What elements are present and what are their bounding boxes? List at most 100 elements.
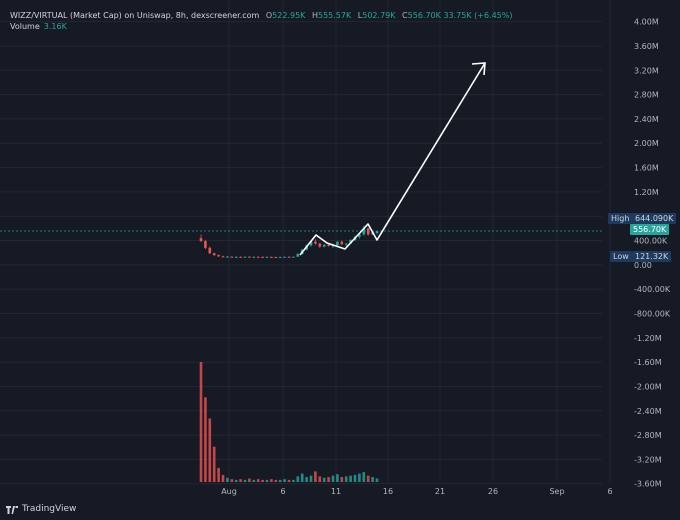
- candle-body: [270, 256, 273, 258]
- candle-body: [243, 256, 247, 258]
- volume-bar: [243, 479, 247, 482]
- candle-body: [226, 256, 229, 258]
- close-label: C: [402, 11, 408, 20]
- y-tick-label: -2.00M: [634, 382, 662, 391]
- volume-bar: [331, 475, 335, 482]
- open-label: O: [265, 11, 273, 20]
- candle-body: [208, 247, 212, 254]
- volume-bar: [375, 478, 379, 482]
- candle-body: [375, 231, 379, 234]
- y-tick-label: -1.60M: [634, 358, 662, 367]
- volume-bar: [353, 474, 357, 482]
- y-tick-label: -3.60M: [634, 480, 662, 489]
- candle-body: [248, 256, 251, 258]
- volume-bar: [265, 479, 269, 482]
- candle-body: [221, 256, 225, 258]
- x-tick-label: 21: [435, 487, 445, 496]
- candle-body: [234, 256, 238, 258]
- candle-body: [199, 238, 203, 242]
- y-tick-label: 4.00M: [634, 18, 659, 27]
- volume-bar: [292, 479, 295, 482]
- volume-bar: [305, 477, 308, 482]
- candle-body: [278, 256, 282, 258]
- high-label: H: [311, 11, 318, 20]
- footer: TradingView: [0, 500, 680, 520]
- x-tick-label: 26: [488, 487, 498, 496]
- y-tick-label: -2.80M: [634, 431, 662, 440]
- candle-body: [283, 256, 286, 258]
- volume-bar: [283, 479, 286, 482]
- volume-bar: [239, 479, 242, 482]
- change-value: 33.75K (+6.45%): [443, 11, 513, 20]
- volume-bar: [314, 471, 317, 482]
- candle-body: [336, 241, 339, 246]
- trend-arrow: [299, 62, 486, 256]
- footer-brand[interactable]: TradingView: [22, 504, 77, 514]
- volume-bar: [287, 479, 291, 482]
- y-tick-label: -800.00K: [634, 309, 671, 318]
- candle-body: [362, 228, 366, 235]
- volume-bar: [358, 473, 361, 482]
- y-tick-label: 2.80M: [634, 91, 659, 100]
- y-tick-label: 3.60M: [634, 42, 659, 51]
- current-price-tag: 556.70K: [630, 224, 670, 235]
- volume-bar: [362, 472, 366, 482]
- volume-bar: [234, 479, 238, 482]
- x-tick-label: 16: [383, 487, 393, 496]
- volume-bar: [199, 362, 203, 482]
- candle-body: [318, 243, 322, 247]
- candle-body: [252, 256, 256, 258]
- low-tag-value: 121.32K: [632, 251, 672, 262]
- candle-body: [344, 243, 348, 245]
- x-tick-label: Aug: [221, 487, 237, 496]
- volume-bar: [371, 477, 374, 482]
- high-tag-label: High: [608, 213, 633, 224]
- y-tick-label: 1.60M: [634, 164, 659, 173]
- low-label: L: [357, 11, 363, 20]
- y-tick-label: 1.20M: [634, 188, 659, 197]
- volume-bar: [366, 475, 370, 482]
- volume-bar: [252, 479, 256, 482]
- candle-body: [322, 244, 326, 247]
- x-tick-label: 11: [331, 487, 341, 496]
- y-tick-label: -3.20M: [634, 455, 662, 464]
- pair-title: WIZZ/VIRTUAL (Market Cap) on Uniswap, 8h…: [10, 11, 260, 20]
- y-tick-label: -1.20M: [634, 334, 662, 343]
- candle-body: [292, 256, 295, 258]
- open-value: 522.95K: [272, 11, 306, 20]
- volume-bar: [278, 479, 282, 482]
- volume-bar: [221, 474, 225, 482]
- y-tick-label: 2.40M: [634, 115, 659, 124]
- high-tag-value: 644.090K: [632, 213, 677, 224]
- volume-bar: [340, 477, 344, 482]
- volume-bar: [318, 476, 322, 482]
- candle-body: [265, 256, 269, 258]
- candle-body: [331, 245, 335, 247]
- x-tick-label: 6: [280, 487, 285, 496]
- volume-bar: [256, 479, 260, 482]
- volume-bar: [274, 479, 278, 482]
- candle-body: [296, 253, 300, 257]
- chart-header: WIZZ/VIRTUAL (Market Cap) on Uniswap, 8h…: [10, 10, 513, 32]
- volume-bar: [309, 475, 313, 482]
- y-tick-label: 2.00M: [634, 139, 659, 148]
- candle-body: [340, 241, 344, 245]
- candle-body: [366, 228, 370, 235]
- volume-bar: [208, 418, 212, 482]
- candle-body: [204, 241, 207, 248]
- tradingview-logo-icon[interactable]: [6, 506, 18, 514]
- volume-bar: [349, 475, 352, 482]
- candle-body: [212, 253, 216, 256]
- y-tick-label: 0.00: [634, 261, 652, 270]
- grid-lines: [0, 0, 611, 485]
- candle-body: [274, 257, 278, 259]
- volume-value: 3.16K: [43, 22, 67, 31]
- volume-bars: [199, 362, 379, 482]
- volume-bar: [344, 476, 348, 482]
- volume-bar: [212, 446, 216, 482]
- y-tick-label: -2.40M: [634, 407, 662, 416]
- x-tick-label: 6: [607, 487, 612, 496]
- close-value: 556.70K: [407, 11, 441, 20]
- volume-bar: [204, 397, 207, 482]
